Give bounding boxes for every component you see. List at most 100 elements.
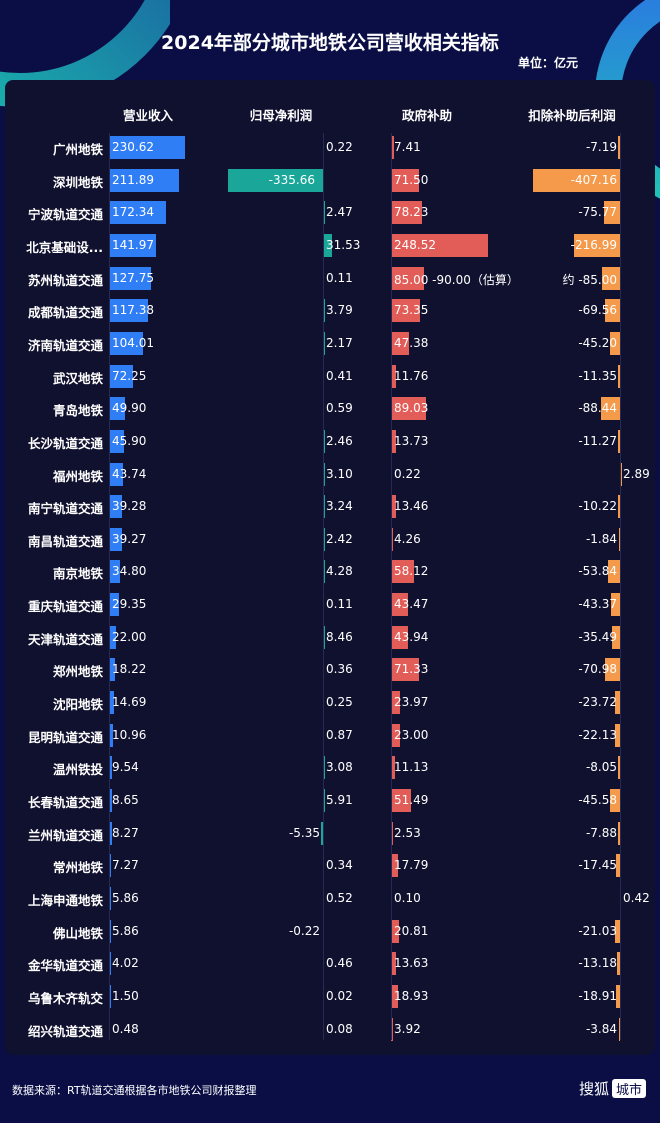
bar-profit-ex-subsidy <box>532 168 620 192</box>
bar-revenue <box>109 723 113 747</box>
column-header-profit-ex-subsidy: 扣除补助后利润 <box>528 108 616 123</box>
row-label: 南宁轨道交通 <box>27 501 103 517</box>
bar-subsidy <box>391 136 394 159</box>
row-label: 重庆轨道交通 <box>27 599 103 615</box>
value-label-net-profit: 5.91 <box>326 793 353 807</box>
value-label-revenue: 18.22 <box>112 662 147 677</box>
row-label: 深圳地铁 <box>52 174 103 190</box>
bar-revenue <box>109 495 122 519</box>
value-label-profit-ex-subsidy: -88.44 <box>578 401 617 416</box>
bar-subsidy <box>391 984 399 1008</box>
value-label-revenue: 0.48 <box>112 1021 139 1036</box>
row-label: 金华轨道交通 <box>27 958 103 974</box>
row-label: 苏州轨道交通 <box>27 272 103 288</box>
value-label-profit-ex-subsidy: 2.89 <box>623 466 650 481</box>
value-label-subsidy: 4.26 <box>394 531 421 546</box>
value-label-profit-ex-subsidy: 约 -85.00 <box>562 272 618 287</box>
bar-subsidy <box>391 854 398 878</box>
table-row: 昆明轨道交通 10.96 0.87 23.00 -22.13 <box>0 723 660 748</box>
table-row: 沈阳地铁 14.69 0.25 23.97 -23.72 <box>0 691 660 715</box>
value-label-revenue: 8.65 <box>112 793 139 807</box>
value-label-profit-ex-subsidy: -17.45 <box>578 858 617 873</box>
bar-net-profit <box>321 821 323 845</box>
bar-subsidy <box>391 919 400 943</box>
bar-revenue <box>109 364 133 388</box>
value-label-revenue: 230.62 <box>112 140 154 154</box>
table-row: 武汉地铁 72.25 0.41 11.76 -11.35 <box>0 364 660 389</box>
value-label-profit-ex-subsidy: -13.18 <box>578 956 617 971</box>
bar-revenue <box>109 625 117 649</box>
row-label: 绍兴轨道交通 <box>27 1023 103 1039</box>
table-row: 金华轨道交通 4.02 0.46 13.63 -13.18 <box>0 952 660 976</box>
value-label-revenue: 49.90 <box>112 401 147 416</box>
value-label-subsidy: 89.03 <box>394 401 429 416</box>
value-label-profit-ex-subsidy: -21.03 <box>578 923 617 938</box>
value-label-subsidy: 51.49 <box>394 793 429 807</box>
bar-revenue <box>109 593 119 617</box>
table-row: 宁波轨道交通 172.34 2.47 78.23 -75.77 <box>0 201 660 225</box>
value-label-revenue: 43.74 <box>112 466 147 481</box>
value-label-revenue: 127.75 <box>112 270 154 285</box>
value-label-net-profit: 2.46 <box>326 433 353 448</box>
bar-profit-ex-subsidy <box>618 1017 620 1041</box>
value-label-revenue: 9.54 <box>112 760 139 775</box>
bar-net-profit <box>323 625 326 649</box>
value-label-profit-ex-subsidy: -407.16 <box>570 172 617 187</box>
bar-revenue <box>109 429 125 453</box>
value-label-net-profit: 3.10 <box>326 466 353 481</box>
row-label: 乌鲁木齐轨交 <box>27 990 103 1006</box>
table-row: 常州地铁 7.27 0.34 17.79 -17.45 <box>0 854 660 878</box>
bar-profit-ex-subsidy <box>615 723 620 747</box>
value-label-revenue: 29.35 <box>112 597 147 612</box>
bar-subsidy <box>391 593 408 617</box>
value-label-revenue: 45.90 <box>112 433 147 448</box>
unit-label: 单位：亿元 <box>517 56 578 70</box>
bar-revenue <box>109 299 148 323</box>
value-label-profit-ex-subsidy: -22.13 <box>578 727 617 742</box>
bar-subsidy <box>391 331 410 355</box>
value-label-revenue: 22.00 <box>112 629 147 644</box>
value-label-net-profit: 0.22 <box>326 140 353 154</box>
value-label-revenue: 72.25 <box>112 368 147 383</box>
bar-subsidy <box>391 691 401 715</box>
value-label-subsidy: 71.33 <box>394 662 429 677</box>
value-label-profit-ex-subsidy: -7.19 <box>585 140 617 154</box>
table-row: 绍兴轨道交通 0.48 0.08 3.92 -3.84 <box>0 1017 660 1042</box>
bar-subsidy <box>391 952 397 976</box>
value-label-net-profit: 0.41 <box>326 368 353 383</box>
bar-revenue <box>109 527 122 551</box>
value-label-profit-ex-subsidy: -35.49 <box>578 629 617 644</box>
value-label-net-profit: 0.46 <box>326 956 353 971</box>
bar-subsidy <box>391 658 419 682</box>
bar-profit-ex-subsidy <box>603 201 620 225</box>
value-label-net-profit: 0.34 <box>326 858 353 873</box>
value-label-profit-ex-subsidy: -75.77 <box>578 205 617 220</box>
bar-profit-ex-subsidy <box>616 854 620 878</box>
value-label-subsidy: 13.63 <box>394 956 429 971</box>
bar-profit-ex-subsidy <box>605 299 620 323</box>
bar-revenue <box>109 462 124 486</box>
bar-revenue <box>109 560 121 584</box>
value-label-subsidy: 47.38 <box>394 335 429 350</box>
row-label: 宁波轨道交通 <box>27 207 103 223</box>
value-label-profit-ex-subsidy: -3.84 <box>585 1021 617 1036</box>
value-label-subsidy: 18.93 <box>394 988 429 1003</box>
bar-subsidy <box>391 364 396 388</box>
value-label-revenue: 14.69 <box>112 695 147 710</box>
value-label-subsidy: 78.23 <box>394 205 429 220</box>
row-label: 长沙轨道交通 <box>27 435 103 451</box>
table-row: 济南轨道交通 104.01 2.17 47.38 -45.20 <box>0 331 660 356</box>
bar-revenue <box>109 658 115 682</box>
value-label-subsidy: 3.92 <box>394 1021 421 1036</box>
row-label: 昆明轨道交通 <box>27 729 103 745</box>
bar-profit-ex-subsidy <box>617 952 620 976</box>
bar-revenue <box>109 233 156 257</box>
bar-subsidy <box>391 299 420 323</box>
bar-profit-ex-subsidy <box>617 495 620 519</box>
column-header-subsidy: 政府补助 <box>401 108 453 123</box>
value-label-revenue: 7.27 <box>112 858 139 873</box>
bar-profit-ex-subsidy <box>617 364 620 388</box>
table-row: 南京地铁 34.80 4.28 58.12 -53.84 <box>0 560 660 584</box>
table-row: 上海申通地铁 5.86 0.52 0.10 0.42 <box>0 886 660 911</box>
value-label-net-profit: 2.42 <box>326 531 353 546</box>
